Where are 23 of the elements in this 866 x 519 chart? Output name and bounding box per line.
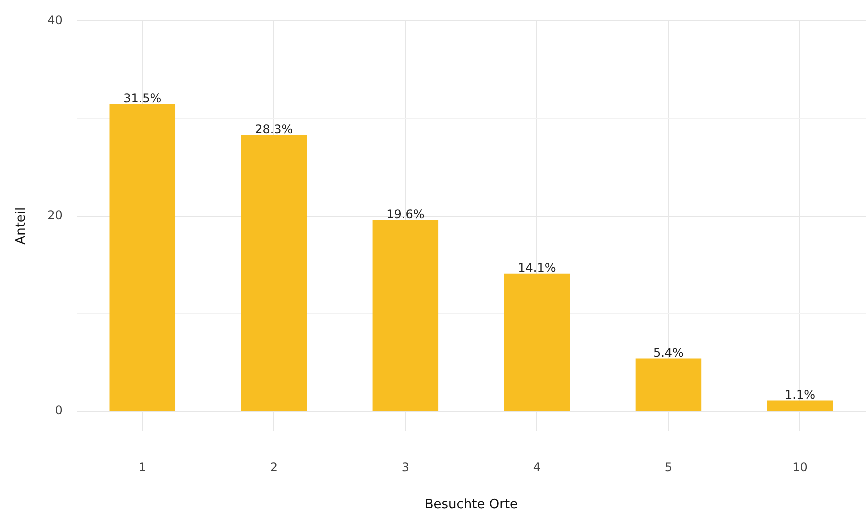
data-label: 19.6% xyxy=(386,207,425,222)
data-label: 31.5% xyxy=(124,91,162,106)
bar xyxy=(241,135,308,411)
bar xyxy=(767,400,834,411)
x-tick-label: 4 xyxy=(533,460,542,474)
x-tick-label: 2 xyxy=(270,460,278,474)
y-tick-label: 0 xyxy=(55,404,63,418)
x-tick-label: 5 xyxy=(664,460,673,474)
x-axis-title: Besuchte Orte xyxy=(424,498,518,513)
bar xyxy=(110,104,176,411)
data-label: 28.3% xyxy=(255,122,294,136)
x-tick-label: 1 xyxy=(138,460,146,474)
data-label: 14.1% xyxy=(518,261,556,276)
bar xyxy=(504,274,570,411)
y-axis-title: Anteil xyxy=(14,207,30,245)
y-tick-label: 40 xyxy=(48,13,63,28)
data-label: 5.4% xyxy=(653,346,684,360)
bar xyxy=(372,220,439,411)
bar xyxy=(636,358,702,411)
data-label: 1.1% xyxy=(784,388,816,402)
x-tick-label: 10 xyxy=(792,460,808,474)
x-tick-label: 3 xyxy=(402,460,410,474)
y-tick-label: 20 xyxy=(48,208,63,222)
